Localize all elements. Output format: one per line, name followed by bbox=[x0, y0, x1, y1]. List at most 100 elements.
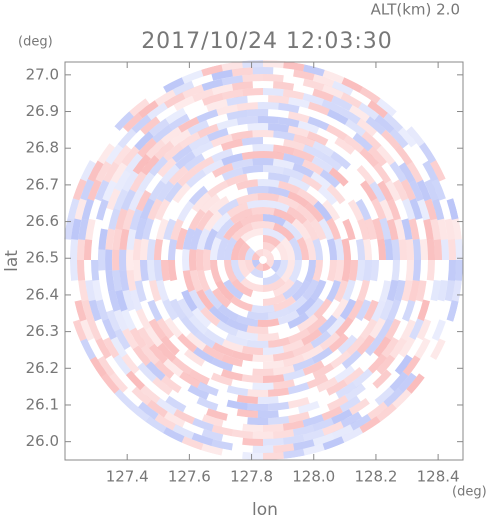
field-cell bbox=[247, 95, 269, 103]
field-cell bbox=[95, 337, 112, 359]
field-cell bbox=[71, 280, 82, 302]
field-cell bbox=[426, 260, 435, 281]
field-cell bbox=[201, 144, 224, 160]
field-cell bbox=[206, 408, 228, 421]
field-cell bbox=[257, 332, 280, 341]
field-cell bbox=[192, 88, 214, 103]
field-cell bbox=[91, 260, 100, 281]
field-cell bbox=[207, 127, 229, 142]
field-cell bbox=[402, 299, 416, 322]
field-cell bbox=[293, 372, 316, 386]
field-cell bbox=[376, 403, 397, 422]
field-cell bbox=[252, 158, 274, 166]
field-cell bbox=[241, 374, 263, 383]
field-cell bbox=[193, 156, 215, 173]
field-cell bbox=[211, 83, 234, 96]
field-cell bbox=[145, 416, 167, 434]
field-cell bbox=[134, 217, 147, 240]
field-cell bbox=[129, 171, 147, 193]
field-cell bbox=[263, 437, 284, 446]
field-cell bbox=[292, 424, 315, 437]
field-cell bbox=[114, 170, 131, 192]
field-cell bbox=[379, 199, 394, 221]
field-cell bbox=[246, 200, 269, 209]
field-cell bbox=[81, 299, 94, 322]
plot-frame bbox=[64, 61, 464, 461]
field-cell bbox=[387, 198, 401, 221]
y-tick-label: 26.5 bbox=[26, 249, 59, 267]
field-cell bbox=[391, 260, 400, 281]
field-cell bbox=[409, 300, 423, 322]
field-cell bbox=[312, 432, 335, 446]
field-cell bbox=[191, 307, 212, 328]
field-cell bbox=[304, 202, 325, 223]
field-cell bbox=[103, 337, 120, 359]
field-cell bbox=[208, 305, 230, 325]
field-cell bbox=[196, 109, 219, 123]
field-cell bbox=[216, 118, 239, 131]
field-cell bbox=[204, 288, 223, 310]
field-cell bbox=[223, 220, 244, 241]
field-cell bbox=[149, 343, 168, 364]
field-cell bbox=[341, 151, 362, 170]
field-cell bbox=[327, 260, 337, 282]
field-cell bbox=[202, 414, 224, 427]
field-cell bbox=[361, 369, 382, 389]
field-cell bbox=[192, 417, 214, 432]
field-cell bbox=[74, 300, 87, 322]
field-cell bbox=[383, 387, 404, 408]
field-cell bbox=[389, 128, 409, 149]
field-cell bbox=[160, 260, 171, 282]
field-cell bbox=[240, 214, 263, 227]
field-cell bbox=[87, 160, 104, 182]
field-cell bbox=[363, 260, 372, 282]
field-cell bbox=[217, 237, 230, 260]
field-cell bbox=[113, 188, 129, 211]
field-cell bbox=[306, 131, 329, 146]
field-cell bbox=[394, 218, 406, 241]
field-cell bbox=[251, 252, 261, 260]
field-cell bbox=[306, 315, 328, 335]
field-cell bbox=[216, 320, 239, 337]
field-cell bbox=[343, 134, 364, 153]
field-cell bbox=[211, 69, 233, 81]
field-cell bbox=[77, 239, 86, 260]
field-cell bbox=[156, 318, 175, 340]
field-cell bbox=[88, 299, 102, 322]
field-cell bbox=[181, 289, 198, 312]
field-cell bbox=[363, 238, 372, 260]
field-cell bbox=[169, 200, 187, 222]
field-cell bbox=[250, 220, 276, 230]
field-cell bbox=[164, 181, 183, 203]
field-cell bbox=[327, 109, 349, 125]
field-cell bbox=[326, 184, 346, 205]
field-cell bbox=[187, 120, 210, 136]
y-label: lat bbox=[2, 250, 22, 272]
field-cell bbox=[221, 448, 243, 459]
field-cell bbox=[69, 239, 79, 260]
field-cell bbox=[263, 360, 285, 369]
field-cell bbox=[125, 370, 145, 391]
field-cell bbox=[172, 316, 191, 338]
field-cell bbox=[169, 298, 187, 320]
field-cell bbox=[145, 172, 163, 194]
field-cell bbox=[381, 162, 399, 183]
field-cell bbox=[182, 227, 196, 250]
field-cell bbox=[263, 277, 286, 292]
field-cell bbox=[231, 443, 253, 453]
field-cell bbox=[201, 443, 223, 456]
field-cell bbox=[154, 238, 163, 260]
field-cell bbox=[96, 199, 109, 221]
field-cell bbox=[64, 280, 75, 302]
field-cell bbox=[250, 290, 276, 300]
field-cell bbox=[137, 172, 155, 193]
field-cell bbox=[69, 260, 79, 281]
field-cell bbox=[379, 280, 392, 303]
field-cell bbox=[163, 142, 184, 162]
field-cell bbox=[175, 227, 188, 250]
field-cell bbox=[341, 77, 363, 93]
field-cell bbox=[226, 95, 248, 106]
field-cell bbox=[321, 99, 343, 114]
field-cell bbox=[275, 242, 289, 260]
field-cell bbox=[331, 95, 353, 111]
